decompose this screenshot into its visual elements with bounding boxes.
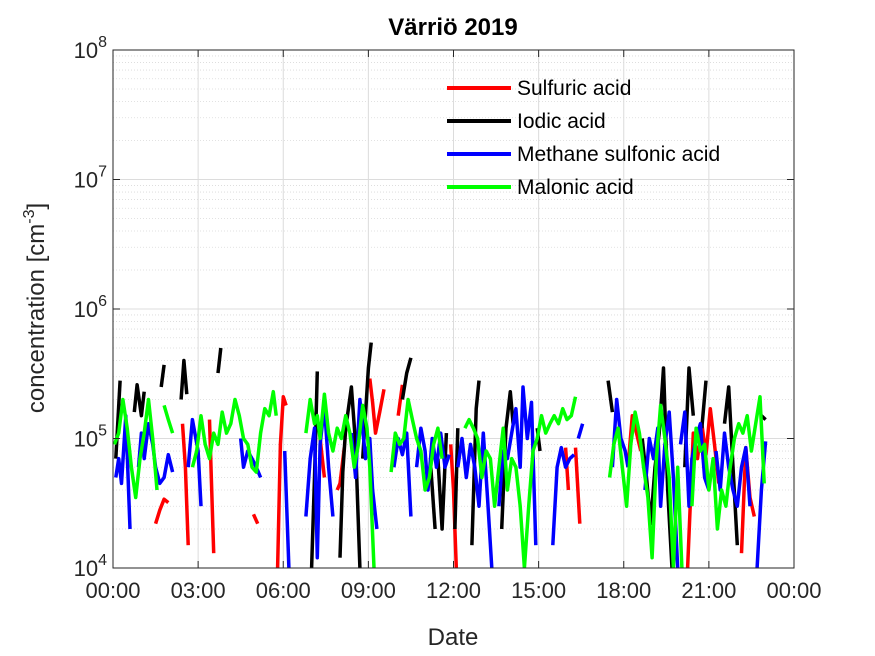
series-line-segment <box>368 378 386 435</box>
legend-item: Sulfuric acid <box>447 77 631 100</box>
series-line-segment <box>606 380 615 413</box>
x-axis-ticks: 00:00 03:00 06:00 09:00 12:00 15:00 18:00 21:00… <box>85 50 822 603</box>
y-tick-exponent: 4 <box>98 552 107 569</box>
y-axis-label-exponent: -3 <box>21 209 38 223</box>
series-line-segment <box>389 397 444 492</box>
legend-item: Methane sulfonic acid <box>447 143 720 166</box>
series-line-segment <box>563 447 571 491</box>
series-line-segment <box>714 431 752 508</box>
y-tick-exponent: 5 <box>98 423 107 440</box>
series-line-segment <box>113 397 159 500</box>
y-tick-exponent: 6 <box>98 293 107 310</box>
series-malonic-acid <box>113 389 766 568</box>
y-tick-base: 10 <box>74 168 98 193</box>
y-tick-base: 10 <box>74 556 98 581</box>
y-tick-label: 105 <box>74 423 107 452</box>
series-line-segment <box>576 423 585 439</box>
series-line-segment <box>207 419 216 554</box>
y-tick-exponent: 8 <box>98 34 107 51</box>
x-axis-label: Date <box>428 624 479 651</box>
series-line-segment <box>216 347 223 374</box>
legend: Sulfuric acid Iodic acid Methane sulfonic … <box>447 77 720 199</box>
x-tick-label: 18:00 <box>596 578 651 603</box>
y-tick-base: 10 <box>74 38 98 63</box>
series-line-segment <box>463 396 578 568</box>
y-tick-base: 10 <box>74 427 98 452</box>
series-line-segment <box>304 392 376 568</box>
x-tick-label: 03:00 <box>171 578 226 603</box>
series-line-segment <box>282 450 291 568</box>
legend-label: Iodic acid <box>517 110 606 133</box>
y-tick-exponent: 7 <box>98 164 107 181</box>
series-line-segment <box>607 403 684 568</box>
series-line-segment <box>470 380 481 546</box>
series-line-segment <box>392 431 413 517</box>
series-line-segment <box>690 395 766 531</box>
y-tick-label: 106 <box>74 293 107 322</box>
y-axis-label-close: ] <box>23 203 50 210</box>
series-line-segment <box>186 417 203 507</box>
legend-label: Sulfuric acid <box>517 77 631 100</box>
x-tick-label: 21:00 <box>681 578 736 603</box>
series-layer <box>113 342 768 568</box>
minor-gridlines <box>113 55 794 530</box>
series-line-segment <box>251 513 260 525</box>
legend-label: Malonic acid <box>517 176 634 199</box>
series-line-segment <box>153 497 170 525</box>
series-line-segment <box>573 447 582 524</box>
series-line-segment <box>162 404 175 434</box>
series-line-segment <box>453 428 460 530</box>
legend-item: Iodic acid <box>447 110 606 133</box>
x-tick-label: 09:00 <box>341 578 396 603</box>
x-tick-label: 00:00 <box>766 578 821 603</box>
series-line-segment <box>360 342 373 459</box>
series-line-segment <box>349 397 379 530</box>
x-tick-label: 12:00 <box>426 578 481 603</box>
series-line-segment <box>132 383 146 418</box>
series-line-segment <box>304 403 335 560</box>
series-line-segment <box>179 358 189 400</box>
y-axis-label: concentration [cm-3] <box>21 203 50 413</box>
series-line-segment <box>159 364 166 388</box>
y-tick-label: 108 <box>74 34 107 63</box>
series-line-segment <box>275 395 288 568</box>
legend-label: Methane sulfonic acid <box>517 143 720 166</box>
y-tick-base: 10 <box>74 297 98 322</box>
y-tick-label: 104 <box>74 552 107 581</box>
series-line-segment <box>114 413 132 530</box>
series-line-segment <box>400 357 413 400</box>
series-line-segment <box>429 467 437 530</box>
y-axis-label-main: concentration [cm <box>23 224 50 413</box>
series-line-segment <box>396 384 405 416</box>
series-line-segment <box>190 389 278 474</box>
series-line-segment <box>643 410 680 568</box>
series-line-segment <box>499 389 515 530</box>
legend-item: Malonic acid <box>447 176 634 199</box>
series-line-segment <box>414 426 451 492</box>
y-tick-label: 107 <box>74 164 107 193</box>
x-tick-label: 06:00 <box>256 578 311 603</box>
series-line-segment <box>722 385 740 546</box>
series-line-segment <box>114 380 122 459</box>
x-tick-label: 15:00 <box>511 578 566 603</box>
series-line-segment <box>456 431 494 568</box>
series-line-segment <box>551 445 576 546</box>
x-tick-label: 00:00 <box>85 578 140 603</box>
series-line-segment <box>700 380 708 429</box>
chart-title: Värriö 2019 <box>388 14 517 41</box>
series-line-segment <box>180 423 190 546</box>
series-line-segment <box>448 444 459 568</box>
